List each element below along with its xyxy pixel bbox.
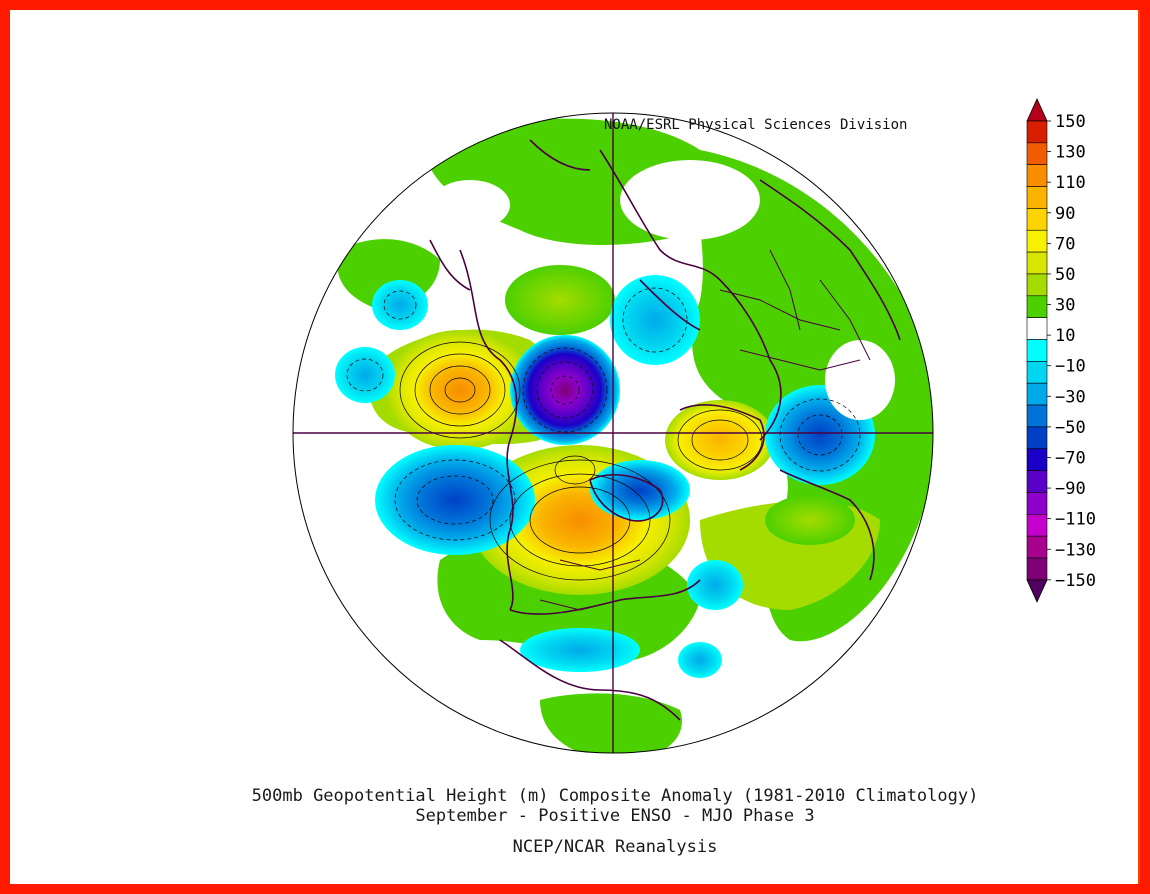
arctic-negative [610,275,700,365]
colorbar-swatch [1026,382,1048,406]
neutral-patch-3 [825,340,895,420]
north-pacific-negative-center [375,445,535,555]
colorbar-label: 130 [1055,143,1086,163]
atlantic-negative-2 [678,642,722,678]
map-disc [292,112,934,754]
colorbar-label: −10 [1055,357,1086,377]
colorbar-swatch [1026,557,1048,581]
colorbar-max-arrow [1026,98,1048,122]
colorbar-swatch [1026,273,1048,297]
colorbar-swatch [1026,251,1048,275]
neutral-patch-1 [430,180,510,230]
colorbar-swatch [1026,229,1048,253]
colorbar-label: −50 [1055,418,1086,438]
colorbar-swatch [1026,186,1048,209]
neutral-patch-4 [355,568,415,612]
west-pacific-positive-center [385,330,535,450]
colorbar-label: 150 [1055,112,1086,132]
colorbar-swatch [1026,448,1048,471]
colorbar-swatch [1026,404,1048,428]
alaska-negative-center [510,335,620,445]
colorbar-swatch [1026,339,1048,362]
colorbar-label: 90 [1055,204,1075,224]
colorbar-label: −110 [1055,510,1096,530]
scandinavia-positive-center [665,400,775,480]
colorbar-swatch [1026,295,1048,318]
map-border [292,112,934,754]
west-negative-2 [372,280,428,330]
colorbar-label: 70 [1055,234,1075,254]
colorbar-swatch [1026,426,1048,450]
data-source-label: NCEP/NCAR Reanalysis [512,837,718,857]
contour-lines [346,287,861,581]
colorbar-swatch [1026,492,1048,515]
political-borders [539,249,871,611]
colorbar-label: 30 [1055,296,1075,316]
colorbar-swatch [1026,317,1048,340]
colorbar-swatch [1026,120,1048,144]
anomaly-field [335,118,933,753]
west-negative [335,347,395,403]
neutral-patch-2 [620,160,760,240]
colorbar-label: 50 [1055,265,1075,285]
colorbar-label: 10 [1055,326,1075,346]
figure-title-line-2: September - Positive ENSO - MJO Phase 3 [415,806,815,826]
credit-text: NOAA/ESRL Physical Sciences Division [604,117,908,133]
atlantic-negative [687,560,743,610]
colorbar-label: 110 [1055,173,1086,193]
colorbar-swatch [1026,164,1048,187]
tropical-positive [540,693,682,753]
colorbar-swatch [1026,142,1048,166]
colorbar-swatch [1026,361,1048,384]
colorbar-label: −90 [1055,479,1086,499]
coastlines [429,139,901,721]
colorbar-swatch [1026,513,1048,537]
color-scale-legend: 150 130 110 90 70 50 30 10 −10 −30 −50 −70 −90 −110 −1… [1026,98,1096,603]
colorbar-swatch [1026,208,1048,231]
colorbar-label: −150 [1055,571,1096,591]
frame-edge [1138,10,1140,884]
atlantic-positive-center [765,495,855,545]
colorbar-label: −30 [1055,387,1086,407]
colorbar-label: −70 [1055,448,1086,468]
hudson-negative [590,460,690,520]
figure-title-line-1: 500mb Geopotential Height (m) Composite … [251,786,979,806]
colorbar-label: −130 [1055,540,1096,560]
colorbar-min-arrow [1026,579,1048,603]
tropical-negative [520,628,640,672]
colorbar-swatch [1026,470,1048,493]
siberia-positive [505,265,615,335]
colorbar-swatch [1026,535,1048,559]
